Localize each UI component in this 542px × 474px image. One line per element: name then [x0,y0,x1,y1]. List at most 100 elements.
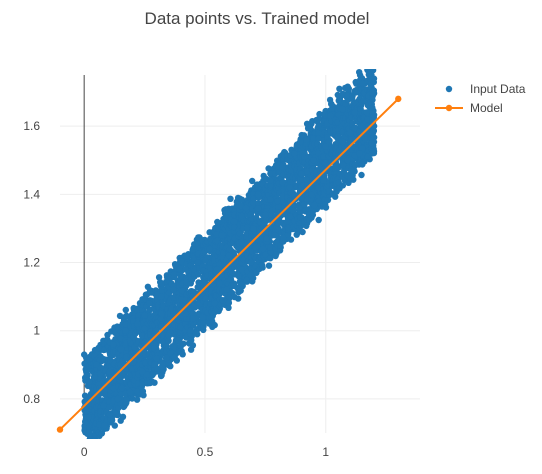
data-point [351,109,358,116]
data-point [230,218,238,225]
chart-title: Data points vs. Trained model [145,9,370,28]
data-point-fill [106,368,113,375]
data-point-fill [133,396,141,403]
data-point-fill [254,205,262,212]
legend-item-model[interactable]: Model [435,101,503,115]
data-point-fill [86,413,93,421]
data-point [283,218,291,225]
data-point-fill [275,220,282,227]
data-point-fill [370,60,376,66]
data-point-fill [370,69,376,71]
data-point-fill [192,330,199,337]
data-point-fill [364,116,371,123]
data-point [81,351,88,358]
data-point-fill [122,306,129,314]
data-point-fill [340,138,347,146]
data-point-fill [249,177,256,185]
data-point-fill [211,321,218,329]
data-point [138,368,146,375]
data-point [223,286,230,293]
data-point-fill [188,337,195,344]
data-point [298,170,305,178]
data-point [95,344,102,351]
y-tick-label: 1.6 [23,119,40,133]
data-point [254,191,262,198]
plot-area [56,57,402,439]
data-point [93,361,100,368]
data-point-fill [369,89,376,96]
data-point-fill [263,235,270,242]
data-point-fill [202,295,209,302]
data-point-fill [339,90,347,98]
data-point-fill [165,359,172,366]
data-point-fill [230,251,238,258]
data-point-fill [118,384,126,392]
data-point [218,232,226,239]
data-point [310,157,317,164]
data-point-fill [177,324,184,331]
data-point-fill [190,315,197,322]
y-tick-label: 1 [33,324,40,338]
data-point [201,279,209,287]
data-point [151,361,158,368]
data-point-fill [368,61,374,67]
data-point [262,211,269,218]
data-point-fill [194,270,201,278]
data-point-fill [280,234,287,241]
data-point [85,378,93,386]
data-point-fill [117,346,125,353]
data-point-fill [339,182,347,189]
data-point-fill [371,69,374,70]
data-point [242,204,250,212]
data-point-fill [311,201,318,209]
data-point-fill [370,149,378,157]
data-point-fill [351,161,359,168]
series-input-data [81,57,378,439]
data-point [211,300,218,307]
data-point-fill [141,312,148,319]
data-point-fill [304,168,311,175]
data-point-fill [200,319,207,326]
data-point [303,136,310,143]
data-point-fill [207,265,214,272]
data-point-fill [111,422,119,429]
data-point [274,198,281,205]
data-point-fill [158,372,165,379]
data-point-fill [328,101,335,108]
x-tick-label: 1 [322,445,329,459]
data-point-fill [101,421,108,429]
data-point [235,273,242,280]
data-point-fill [325,138,333,146]
axes: 0.8 1 1.2 1.4 1.6 0 0.5 1 [23,75,329,459]
data-point-fill [293,231,300,238]
data-point-fill [262,251,269,258]
data-point-fill [238,202,245,210]
data-point [122,327,129,334]
data-point-fill [359,145,366,152]
data-point-fill [370,57,376,63]
data-point [182,266,189,273]
data-point [247,259,255,266]
data-point-fill [267,182,275,189]
legend[interactable]: Input Data Model [435,82,526,115]
data-point [225,252,233,259]
data-point-fill [309,211,317,219]
data-point [279,163,286,171]
data-point-fill [107,416,114,423]
data-point [126,388,134,396]
data-point-fill [315,216,322,224]
data-point-fill [247,271,255,279]
data-point-fill [253,214,260,221]
data-point-fill [359,80,366,87]
data-point-fill [322,159,330,167]
data-point-fill [81,427,88,434]
data-point [286,184,293,191]
data-point-fill [347,175,354,182]
data-point-fill [153,355,160,362]
legend-marker [445,104,453,112]
y-tick-label: 1.2 [23,256,40,270]
legend-item-input-data[interactable]: Input Data [445,82,526,96]
data-point-fill [165,337,172,344]
data-point-fill [202,257,209,264]
data-point-fill [287,179,294,186]
